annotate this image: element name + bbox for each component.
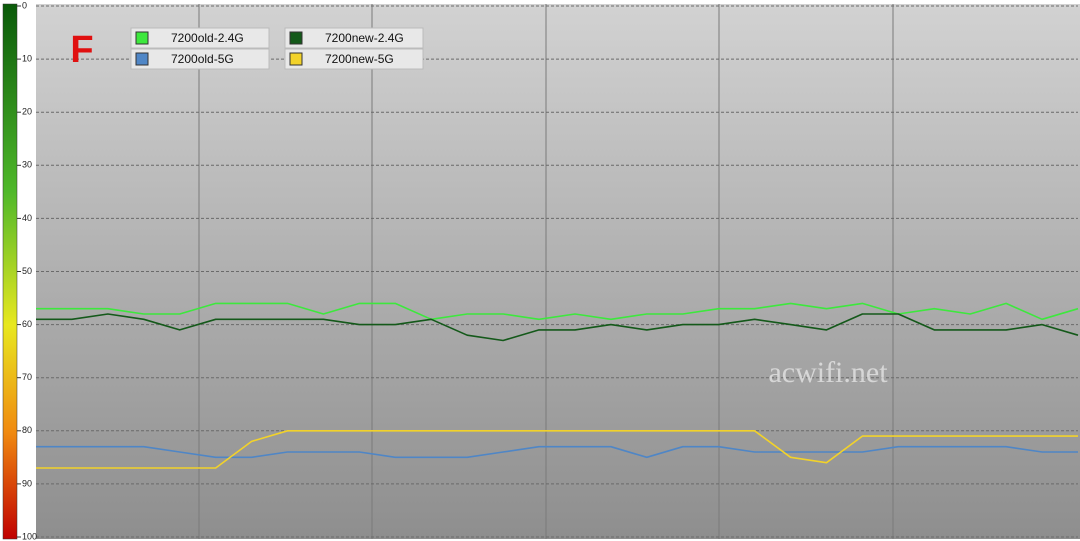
legend: 7200old-2.4G 7200new-2.4G 7200old-5G 7200ne… bbox=[130, 27, 424, 70]
legend-label: 7200new-2.4G bbox=[325, 31, 404, 45]
legend-item: 7200new-2.4G bbox=[284, 27, 424, 49]
annotation: F bbox=[70, 29, 93, 71]
y-tick-label: 100 bbox=[22, 531, 37, 541]
legend-swatch bbox=[289, 52, 303, 66]
lines bbox=[36, 302, 1079, 469]
legend-item: 7200old-5G bbox=[130, 48, 270, 70]
series-line bbox=[36, 313, 1079, 342]
legend-label: 7200old-5G bbox=[171, 52, 234, 66]
legend-box bbox=[284, 48, 424, 70]
y-tick-label: 40 bbox=[22, 213, 32, 223]
color-scale bbox=[2, 3, 18, 540]
y-tick-label: 70 bbox=[22, 372, 32, 382]
y-tick-label: 80 bbox=[22, 425, 32, 435]
legend-label: 7200new-5G bbox=[325, 52, 394, 66]
legend-item: 7200old-2.4G bbox=[130, 27, 270, 49]
series-line bbox=[36, 445, 1078, 459]
y-tick-label: 50 bbox=[22, 266, 32, 276]
y-tick-label: 10 bbox=[22, 53, 32, 63]
legend-box bbox=[284, 27, 424, 49]
legend-box bbox=[130, 48, 270, 70]
y-tick-label: 30 bbox=[22, 160, 32, 170]
legend-swatch bbox=[289, 31, 303, 45]
y-tick-label: 90 bbox=[22, 478, 32, 488]
y-tick-label: 60 bbox=[22, 319, 32, 329]
legend-box bbox=[130, 27, 270, 49]
y-tick-label: 0 bbox=[22, 0, 27, 10]
watermark: acwifi.net bbox=[768, 356, 888, 389]
series-line bbox=[36, 302, 1079, 321]
legend-swatch bbox=[135, 31, 149, 45]
series-line bbox=[36, 430, 1078, 469]
legend-label: 7200old-2.4G bbox=[171, 31, 244, 45]
y-tick-label: 20 bbox=[22, 107, 32, 117]
legend-item: 7200new-5G bbox=[284, 48, 424, 70]
legend-swatch bbox=[135, 52, 149, 66]
